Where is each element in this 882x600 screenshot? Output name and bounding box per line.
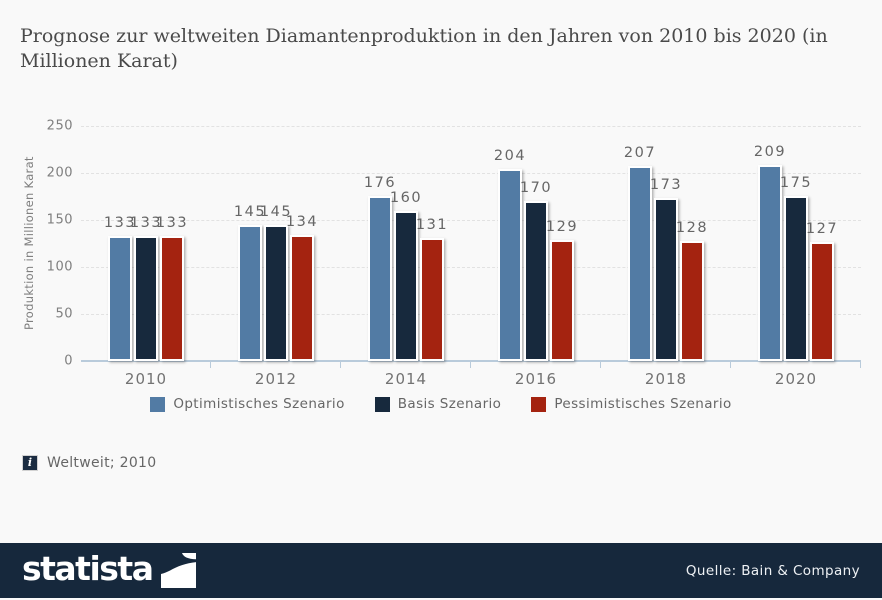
x-axis-label: 2012 [254, 370, 298, 388]
legend-swatch [150, 396, 166, 412]
gridline [81, 220, 861, 221]
bar-group-2018: 207 173 128 2018 [601, 126, 731, 388]
bar-value-label: 207 [623, 145, 657, 161]
bar-value-label: 173 [649, 177, 683, 193]
legend-label: Pessimistisches Szenario [554, 396, 732, 412]
bar-value-label: 145 [233, 204, 267, 220]
bar [810, 242, 834, 361]
x-axis-tick [340, 362, 341, 368]
bar [134, 236, 158, 361]
bar [654, 198, 678, 361]
bar [264, 225, 288, 361]
bar-value-label: 133 [129, 215, 163, 231]
bar-value-label: 127 [805, 221, 839, 237]
legend-item: Optimistisches Szenario [150, 396, 344, 412]
bar [394, 211, 418, 361]
bar-group-2020: 209 175 127 2020 [731, 126, 861, 388]
footer-bar: statista Quelle: Bain & Company [0, 543, 882, 598]
bar-value-label: 134 [285, 214, 319, 230]
legend-item: Basis Szenario [374, 396, 502, 412]
bar-group-2014: 176 160 131 2014 [341, 126, 471, 388]
y-axis-tick-label: 100 [46, 259, 73, 275]
footnote-text: Weltweit; 2010 [47, 455, 157, 471]
bar [108, 236, 132, 361]
bar-value-label: 204 [493, 148, 527, 164]
bar-group-2010: 133 133 133 2010 [81, 126, 211, 388]
bar [550, 240, 574, 361]
legend-label: Optimistisches Szenario [173, 396, 345, 412]
bar [290, 235, 314, 361]
y-axis-tick-label: 150 [46, 212, 73, 228]
legend-swatch [531, 396, 547, 412]
x-axis-label: 2018 [644, 370, 688, 388]
source-attribution: Quelle: Bain & Company [685, 562, 860, 579]
x-axis-tick [600, 362, 601, 368]
bar [680, 241, 704, 361]
gridline [81, 314, 861, 315]
bar-value-label: 170 [519, 180, 553, 196]
x-axis-label: 2016 [514, 370, 558, 388]
y-axis-tick-label: 200 [46, 165, 73, 181]
x-axis-tick [210, 362, 211, 368]
bar-value-label: 131 [415, 217, 449, 233]
bar [368, 196, 392, 361]
bar [758, 165, 782, 361]
bar [498, 169, 522, 361]
statista-logo: statista [22, 549, 197, 589]
bar-value-label: 209 [753, 144, 787, 160]
bar-value-label: 129 [545, 219, 579, 235]
y-axis-tick-label: 250 [46, 118, 73, 134]
y-axis-tick-label: 50 [55, 306, 73, 322]
bar-value-label: 133 [103, 215, 137, 231]
legend: Optimistisches Szenario Basis Szenario Pes… [0, 396, 882, 412]
bar-value-label: 160 [389, 190, 423, 206]
chart-title: Prognose zur weltweiten Diamantenprodukt… [20, 25, 828, 73]
statista-logo-icon [161, 553, 197, 588]
gridline [81, 126, 861, 127]
legend-item: Pessimistisches Szenario [531, 396, 731, 412]
info-icon[interactable]: i [22, 455, 38, 471]
bar-value-label: 175 [779, 175, 813, 191]
y-axis-tick-label: 0 [64, 353, 73, 369]
x-axis-tick [860, 362, 861, 368]
x-axis-label: 2014 [384, 370, 428, 388]
bar [524, 201, 548, 361]
y-axis-title: Produktion in Millionen Karat [22, 156, 36, 331]
footnote: i Weltweit; 2010 [22, 455, 156, 471]
bar-group-2012: 145 145 134 2012 [211, 126, 341, 388]
x-axis-line [81, 360, 861, 362]
gridline [81, 173, 861, 174]
bar-value-label: 145 [259, 204, 293, 220]
bar-value-label: 176 [363, 175, 397, 191]
legend-label: Basis Szenario [397, 396, 502, 412]
bar [238, 225, 262, 361]
plot-area: 0 50 100 150 200 250 133 133 133 2010 145 145 134 201… [47, 119, 861, 388]
gridline [81, 267, 861, 268]
bar-value-label: 128 [675, 220, 709, 236]
x-axis-label: 2020 [774, 370, 818, 388]
bar [784, 196, 808, 361]
x-axis-tick [470, 362, 471, 368]
bar-group-2016: 204 170 129 2016 [471, 126, 601, 388]
legend-swatch [374, 396, 390, 412]
x-axis-label: 2010 [124, 370, 168, 388]
x-axis-tick [730, 362, 731, 368]
statista-wordmark: statista [22, 549, 154, 588]
bar [628, 166, 652, 361]
bar [420, 238, 444, 361]
bar-value-label: 133 [155, 215, 189, 231]
bar [160, 236, 184, 361]
